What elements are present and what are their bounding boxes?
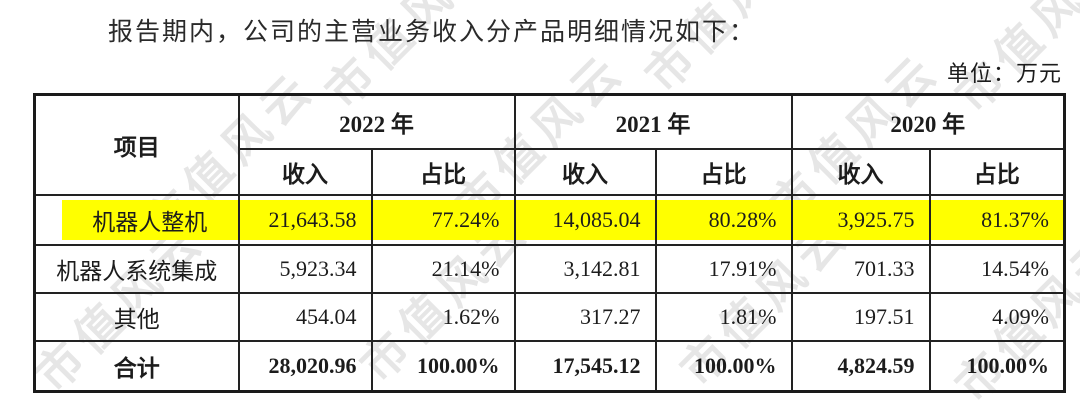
subheader-revenue-2022: 收入 <box>237 147 373 196</box>
col-header-year-2020: 2020 年 <box>790 93 1066 150</box>
cell-revenue-2020: 701.33 <box>790 243 931 294</box>
cell-product-name: 其他 <box>33 291 240 342</box>
intro-text: 报告期内，公司的主营业务收入分产品明细情况如下： <box>108 19 757 46</box>
cell-revenue-2020: 197.51 <box>790 291 931 342</box>
cell-revenue-2020: 4,824.59 <box>790 339 931 393</box>
revenue-by-product-table: 项目 2022 年 2021 年 2020 年 收入 占比 收入 占比 收入 占… <box>33 93 1066 393</box>
cell-revenue-2022: 454.04 <box>237 291 373 342</box>
table-row-robot-complete-machine: 机器人整机 21,643.58 77.24% 14,085.04 80.28% … <box>33 193 1066 246</box>
subheader-revenue-2021: 收入 <box>513 147 657 196</box>
cell-share-2020: 14.54% <box>928 243 1066 294</box>
subheader-share-2021: 占比 <box>654 147 793 196</box>
cell-share-2020: 100.00% <box>928 339 1066 393</box>
cell-share-2021: 17.91% <box>654 243 793 294</box>
cell-share-2022: 100.00% <box>370 339 516 393</box>
cell-share-2021: 1.81% <box>654 291 793 342</box>
cell-share-2022: 77.24% <box>370 193 516 246</box>
table-row-robot-system-integration: 机器人系统集成 5,923.34 21.14% 3,142.81 17.91% … <box>33 243 1066 294</box>
cell-revenue-2022: 21,643.58 <box>237 193 373 246</box>
cell-total-label: 合计 <box>33 339 240 393</box>
table-row-total: 合计 28,020.96 100.00% 17,545.12 100.00% 4… <box>33 339 1066 393</box>
cell-revenue-2020: 3,925.75 <box>790 193 931 246</box>
cell-share-2020: 81.37% <box>928 193 1066 246</box>
cell-revenue-2021: 14,085.04 <box>513 193 657 246</box>
col-header-year-2022: 2022 年 <box>237 93 516 150</box>
subheader-share-2020: 占比 <box>928 147 1066 196</box>
cell-share-2021: 100.00% <box>654 339 793 393</box>
cell-product-name: 机器人整机 <box>33 193 240 246</box>
unit-label: 单位：万元 <box>946 61 1062 86</box>
table-row-other: 其他 454.04 1.62% 317.27 1.81% 197.51 4.09… <box>33 291 1066 342</box>
cell-product-name: 机器人系统集成 <box>33 243 240 294</box>
cell-revenue-2021: 17,545.12 <box>513 339 657 393</box>
col-header-item: 项目 <box>33 93 240 196</box>
cell-share-2022: 21.14% <box>370 243 516 294</box>
cell-share-2020: 4.09% <box>928 291 1066 342</box>
subheader-revenue-2020: 收入 <box>790 147 931 196</box>
cell-revenue-2021: 317.27 <box>513 291 657 342</box>
col-header-year-2021: 2021 年 <box>513 93 793 150</box>
cell-revenue-2021: 3,142.81 <box>513 243 657 294</box>
cell-revenue-2022: 28,020.96 <box>237 339 373 393</box>
cell-share-2022: 1.62% <box>370 291 516 342</box>
cell-revenue-2022: 5,923.34 <box>237 243 373 294</box>
subheader-share-2022: 占比 <box>370 147 516 196</box>
cell-share-2021: 80.28% <box>654 193 793 246</box>
